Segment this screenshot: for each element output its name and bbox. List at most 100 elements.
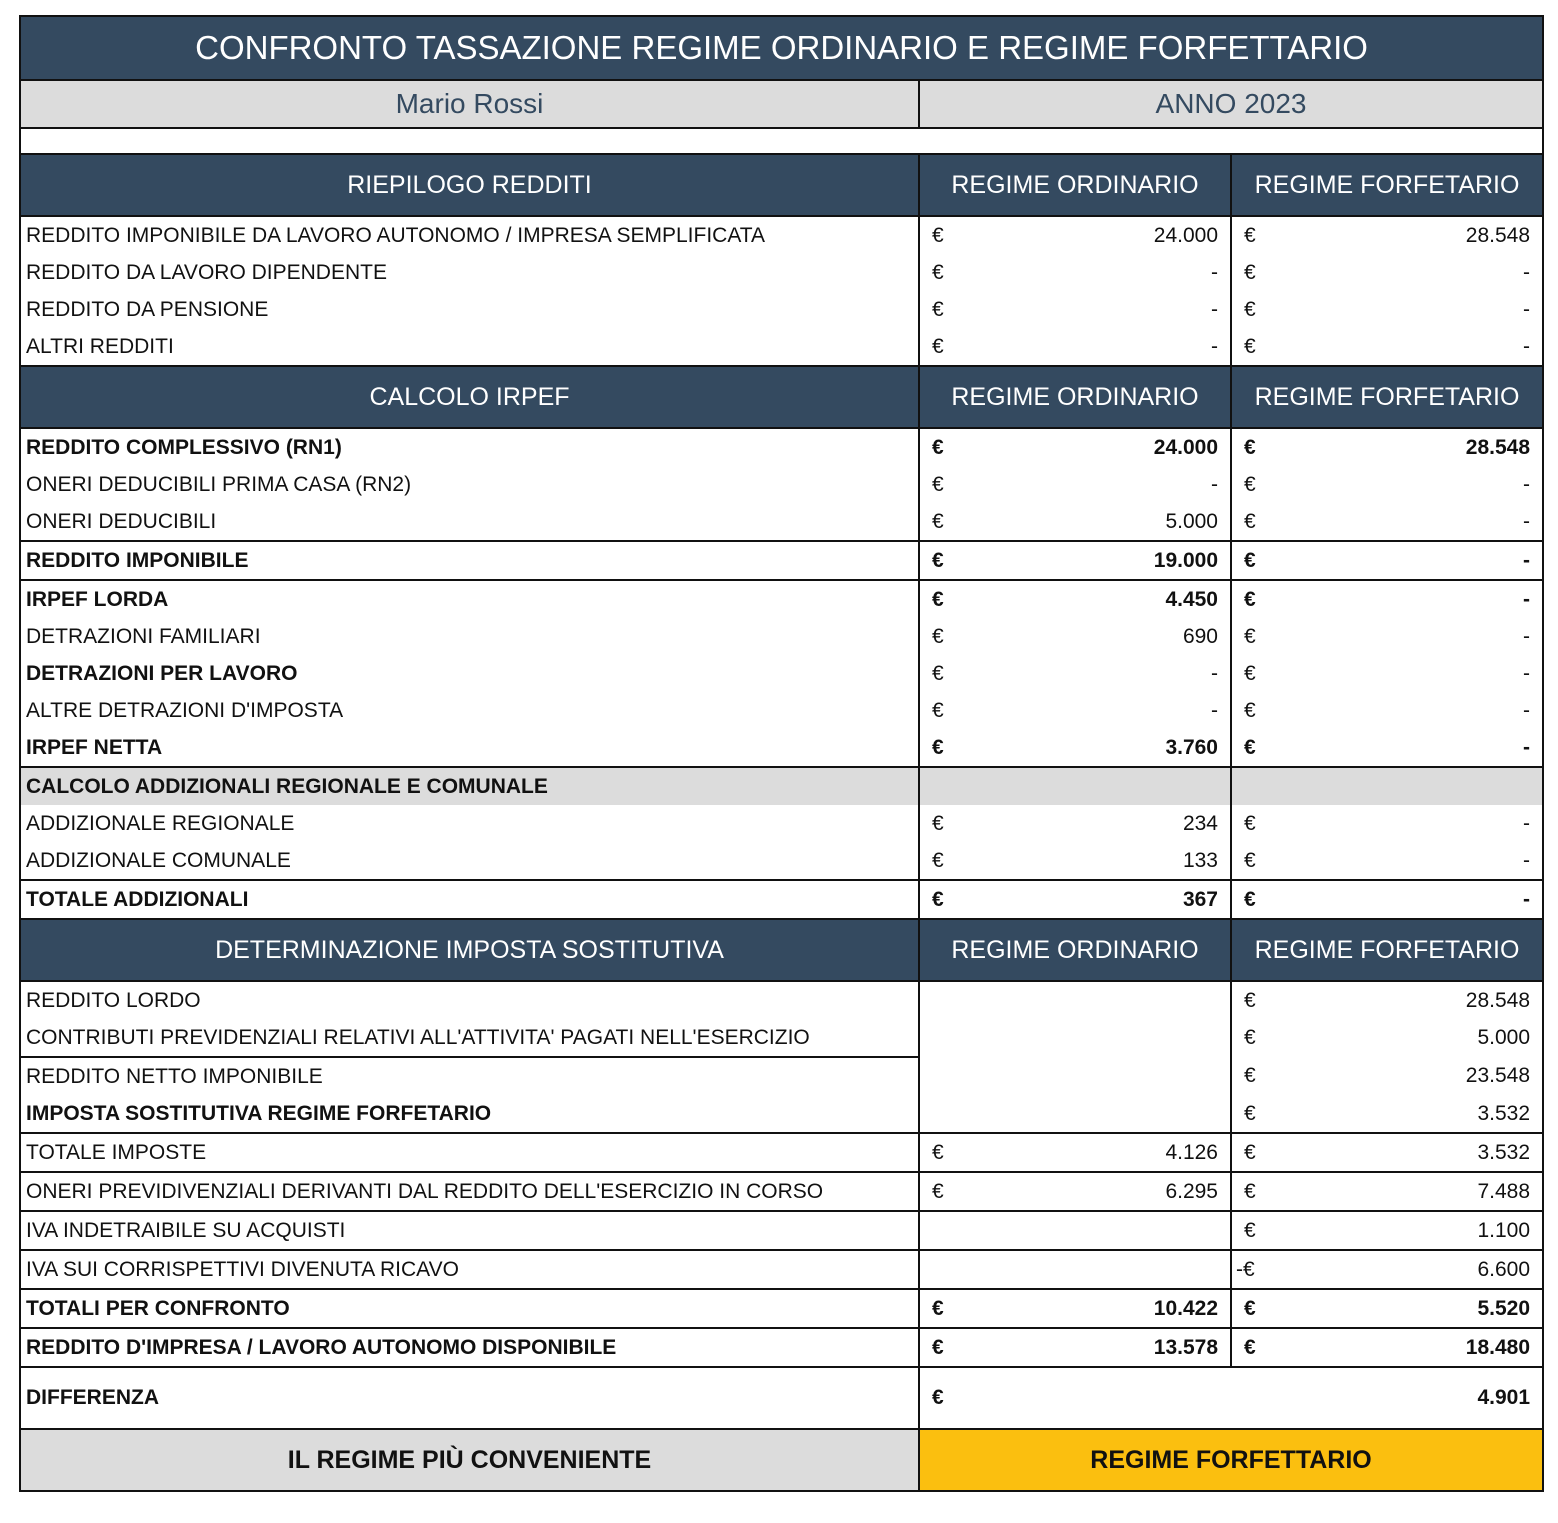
row-label: REDDITO D'IMPRESA / LAVORO AUTONOMO DISP… [19,1328,920,1368]
value-ordinario[interactable]: € - [918,291,1232,328]
euro-sign: € [932,260,944,284]
row-label: REDDITO DA PENSIONE [19,291,920,328]
value-forfetario[interactable]: € - [1229,580,1545,618]
value-forfetario[interactable]: €28.548 [1229,428,1545,466]
value-ordinario[interactable]: €24.000 [918,428,1232,466]
value-forfetario[interactable]: €5.000 [1229,1019,1545,1057]
euro-sign: € [1244,297,1256,321]
row-label: REDDITO COMPLESSIVO (RN1) [19,428,920,466]
value-ordinario[interactable]: €367 [918,880,1232,919]
euro-sign: € [932,435,944,459]
value-ordinario[interactable]: €234 [918,805,1232,842]
value-forfetario[interactable]: € - [1229,291,1545,328]
value-forfetario[interactable]: € - [1229,541,1545,581]
section-header-irpef: CALCOLO IRPEF [19,365,920,429]
value-forfetario[interactable]: € - [1229,466,1545,503]
page-title: CONFRONTO TASSAZIONE REGIME ORDINARIO E … [18,15,1545,81]
value-forfetario[interactable]: € - [1229,729,1545,768]
euro-sign: € [932,1335,944,1359]
value-ordinario[interactable]: € - [918,254,1232,291]
value-forfetario[interactable]: €7.488 [1229,1172,1545,1212]
euro-sign: € [1244,334,1256,358]
amount: - [1523,887,1531,911]
euro-sign: € [1244,988,1256,1012]
euro-sign: € [1244,472,1256,496]
value-ordinario[interactable]: €690 [918,618,1232,655]
amount: - [1523,334,1531,358]
amount: 24.000 [1153,435,1218,459]
euro-sign: € [932,587,944,611]
euro-sign: € [1244,624,1256,648]
value-forfetario[interactable]: € - [1229,842,1545,881]
value-ordinario[interactable]: €6.295 [918,1172,1232,1212]
value-ordinario[interactable]: €24.000 [918,216,1232,254]
euro-sign: € [1244,1296,1256,1320]
value-forfetario[interactable]: € - [1229,805,1545,842]
value-ordinario[interactable]: € - [918,328,1232,366]
value-forfetario[interactable]: €28.548 [1229,216,1545,254]
col-header-forfetario: REGIME FORFETARIO [1229,153,1545,217]
value-ordinario[interactable]: €4.450 [918,580,1232,618]
value-forfetario[interactable]: € - [1229,503,1545,542]
euro-sign: € [1244,698,1256,722]
empty-cell [918,1211,1232,1251]
euro-sign: € [932,1140,944,1164]
euro-sign: € [1244,223,1256,247]
tax-year[interactable]: ANNO 2023 [917,79,1545,129]
amount: - [1523,509,1531,533]
value-forfetario[interactable]: €23.548 [1229,1057,1545,1095]
euro-sign: € [932,1296,944,1320]
row-label: ALTRI REDDITI [19,328,920,366]
euro-sign: € [932,334,944,358]
value-forfetario[interactable]: €3.532 [1229,1095,1545,1134]
value-ordinario[interactable]: €13.578 [918,1328,1232,1368]
value-ordinario[interactable]: €19.000 [918,541,1232,581]
value-ordinario[interactable]: € - [918,655,1232,692]
section-header-sostitutiva: DETERMINAZIONE IMPOSTA SOSTITUTIVA [19,918,920,982]
value-forfetario[interactable]: € - [1229,880,1545,919]
taxpayer-name[interactable]: Mario Rossi [19,79,920,129]
value-ordinario[interactable]: €5.000 [918,503,1232,542]
value-forfetario[interactable]: € - [1229,692,1545,729]
euro-sign: € [1244,1101,1256,1125]
row-label: TOTALI PER CONFRONTO [19,1289,920,1329]
euro-sign: € [932,698,944,722]
best-regime-value[interactable]: REGIME FORFETTARIO [917,1428,1545,1492]
amount: 5.000 [1165,509,1218,533]
value-ordinario[interactable]: €133 [918,842,1232,881]
value-forfetario[interactable]: €28.548 [1229,981,1545,1019]
euro-sign: € [932,509,944,533]
value-forfetario[interactable]: -€ 6.600 [1229,1250,1545,1290]
euro-sign: € [1244,811,1256,835]
amount: 18.480 [1465,1335,1531,1359]
value-forfetario[interactable]: € - [1229,254,1545,291]
amount: 690 [1182,624,1218,648]
value-forfetario[interactable]: €5.520 [1229,1289,1545,1329]
value-forfetario[interactable]: € - [1229,655,1545,692]
amount: - [1523,735,1531,759]
value-forfetario[interactable]: € - [1229,328,1545,366]
euro-sign: € [932,548,944,572]
amount: 3.532 [1477,1101,1531,1125]
col-header-forfetario: REGIME FORFETARIO [1229,365,1545,429]
amount: 28.548 [1465,988,1531,1012]
value-forfetario[interactable]: €18.480 [1229,1328,1545,1368]
value-ordinario[interactable]: €10.422 [918,1289,1232,1329]
value-forfetario[interactable]: €3.532 [1229,1133,1545,1173]
value-ordinario[interactable]: € - [918,466,1232,503]
value-ordinario[interactable]: € - [918,692,1232,729]
col-header-forfetario: REGIME FORFETARIO [1229,918,1545,982]
amount: - [1523,548,1531,572]
section-header-riepilogo: RIEPILOGO REDDITI [19,153,920,217]
value-forfetario[interactable]: € - [1229,618,1545,655]
amount: 1.100 [1477,1218,1531,1242]
difference-value[interactable]: €4.901 [917,1366,1545,1430]
value-ordinario[interactable]: €4.126 [918,1133,1232,1173]
value-ordinario[interactable]: €3.760 [918,729,1232,768]
row-label: TOTALE ADDIZIONALI [19,880,920,919]
euro-sign: € [932,1179,944,1203]
row-label: REDDITO DA LAVORO DIPENDENTE [19,254,920,291]
value-forfetario[interactable]: €1.100 [1229,1211,1545,1251]
euro-sign: € [932,297,944,321]
amount: - [1211,297,1218,321]
